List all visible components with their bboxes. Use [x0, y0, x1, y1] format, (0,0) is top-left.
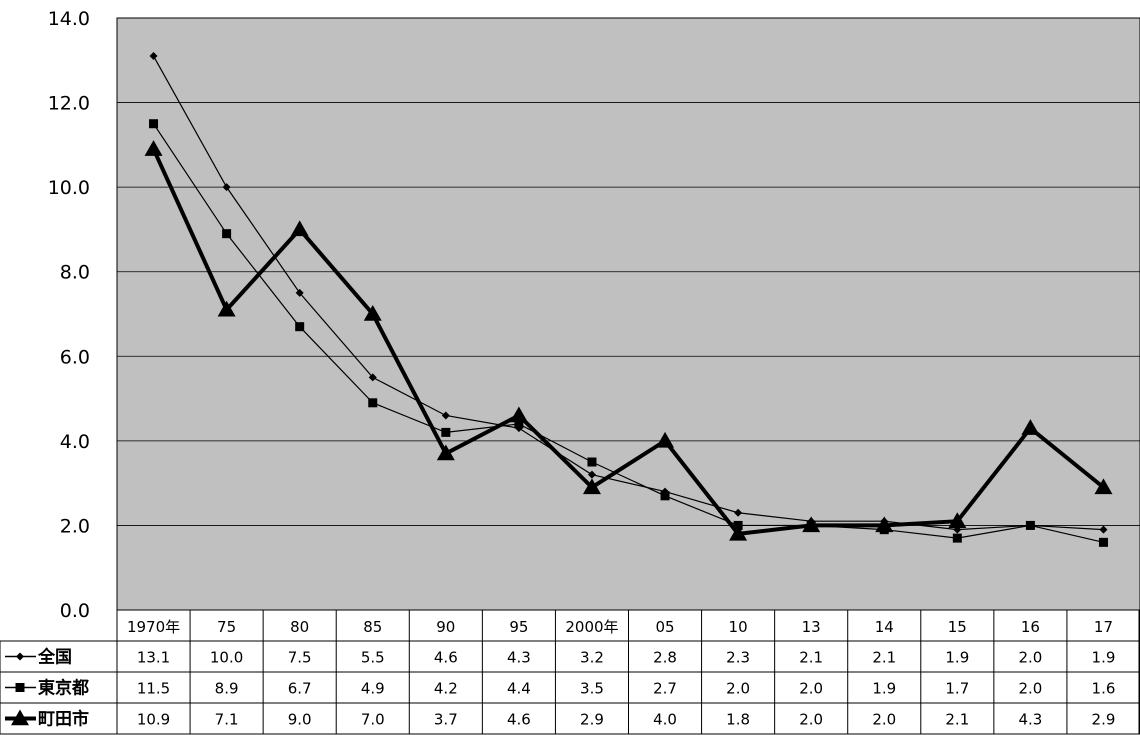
data-label: 2.1	[799, 649, 823, 667]
data-label: 6.7	[288, 680, 312, 698]
plot-background	[117, 18, 1140, 610]
legend-key	[5, 683, 36, 692]
legend-key	[5, 653, 36, 661]
legend-key-marker	[16, 683, 25, 692]
x-tick-label: 17	[1094, 618, 1113, 636]
legend-label: 全国	[37, 647, 72, 668]
legend-label: 町田市	[38, 709, 89, 730]
data-label: 2.9	[1092, 711, 1116, 729]
y-tick-label: 2.0	[60, 515, 90, 537]
data-point	[953, 534, 962, 543]
legend-key	[5, 710, 36, 726]
legend-label: 東京都	[38, 678, 89, 699]
data-label: 5.5	[361, 649, 385, 667]
data-point	[149, 119, 158, 128]
data-label: 1.6	[1092, 680, 1116, 698]
data-label: 13.1	[137, 649, 170, 667]
data-label: 7.1	[215, 711, 239, 729]
data-label: 4.6	[434, 649, 458, 667]
data-label: 8.9	[215, 680, 239, 698]
data-label: 4.3	[507, 649, 531, 667]
data-label: 2.1	[945, 711, 969, 729]
y-tick-label: 8.0	[60, 262, 90, 284]
data-label: 2.0	[1018, 649, 1042, 667]
x-tick-label: 05	[655, 618, 674, 636]
x-tick-label: 2000年	[565, 618, 618, 636]
data-point	[587, 458, 596, 467]
x-tick-label: 85	[363, 618, 382, 636]
y-axis: 0.0 2.0 4.0 6.0 8.0 10.0 12.0 14.0	[48, 8, 90, 622]
x-tick-label: 1970年	[127, 618, 180, 636]
data-label: 2.8	[653, 649, 677, 667]
data-label: 4.3	[1018, 711, 1042, 729]
data-label: 4.9	[361, 680, 385, 698]
data-label: 3.2	[580, 649, 604, 667]
x-tick-label: 95	[509, 618, 528, 636]
data-label: 9.0	[288, 711, 312, 729]
data-label: 1.9	[1092, 649, 1116, 667]
x-tick-label: 80	[290, 618, 309, 636]
data-point	[1026, 521, 1035, 530]
x-tick-label: 13	[802, 618, 821, 636]
data-label: 7.0	[361, 711, 385, 729]
data-label: 3.5	[580, 680, 604, 698]
y-tick-label: 14.0	[48, 8, 90, 30]
x-tick-label: 75	[217, 618, 236, 636]
y-tick-label: 0.0	[60, 600, 90, 622]
x-tick-label: 90	[436, 618, 455, 636]
data-label: 10.0	[210, 649, 243, 667]
data-point	[368, 398, 377, 407]
y-tick-label: 6.0	[60, 346, 90, 368]
data-point	[441, 428, 450, 437]
data-label: 2.9	[580, 711, 604, 729]
legend-key-marker	[16, 653, 24, 661]
data-label: 11.5	[137, 680, 170, 698]
data-label: 2.0	[799, 711, 823, 729]
data-label: 1.9	[945, 649, 969, 667]
data-point	[222, 229, 231, 238]
y-tick-label: 10.0	[48, 177, 90, 199]
data-label: 1.7	[945, 680, 969, 698]
data-label: 2.0	[726, 680, 750, 698]
y-tick-label: 4.0	[60, 431, 90, 453]
data-label: 4.2	[434, 680, 458, 698]
data-label: 4.4	[507, 680, 531, 698]
data-label: 1.9	[872, 680, 896, 698]
data-label: 7.5	[288, 649, 312, 667]
x-tick-label: 10	[729, 618, 748, 636]
x-tick-label: 15	[948, 618, 967, 636]
data-label: 2.0	[799, 680, 823, 698]
data-label: 1.8	[726, 711, 750, 729]
data-label: 2.3	[726, 649, 750, 667]
y-tick-label: 12.0	[48, 93, 90, 115]
data-label: 4.6	[507, 711, 531, 729]
data-label: 2.1	[872, 649, 896, 667]
plot-area	[117, 18, 1140, 610]
x-tick-label: 14	[875, 618, 894, 636]
x-tick-label: 16	[1021, 618, 1040, 636]
data-label: 10.9	[137, 711, 170, 729]
data-label: 4.0	[653, 711, 677, 729]
data-label: 2.0	[872, 711, 896, 729]
data-table: 1970年 75 80 85 90 95 2000年 05 10 13 14 15 16 17 全国 13.1…	[0, 610, 1140, 734]
data-label: 3.7	[434, 711, 458, 729]
data-label: 2.7	[653, 680, 677, 698]
data-point	[1099, 538, 1108, 547]
data-point	[295, 322, 304, 331]
data-point	[661, 491, 670, 500]
data-label: 2.0	[1018, 680, 1042, 698]
